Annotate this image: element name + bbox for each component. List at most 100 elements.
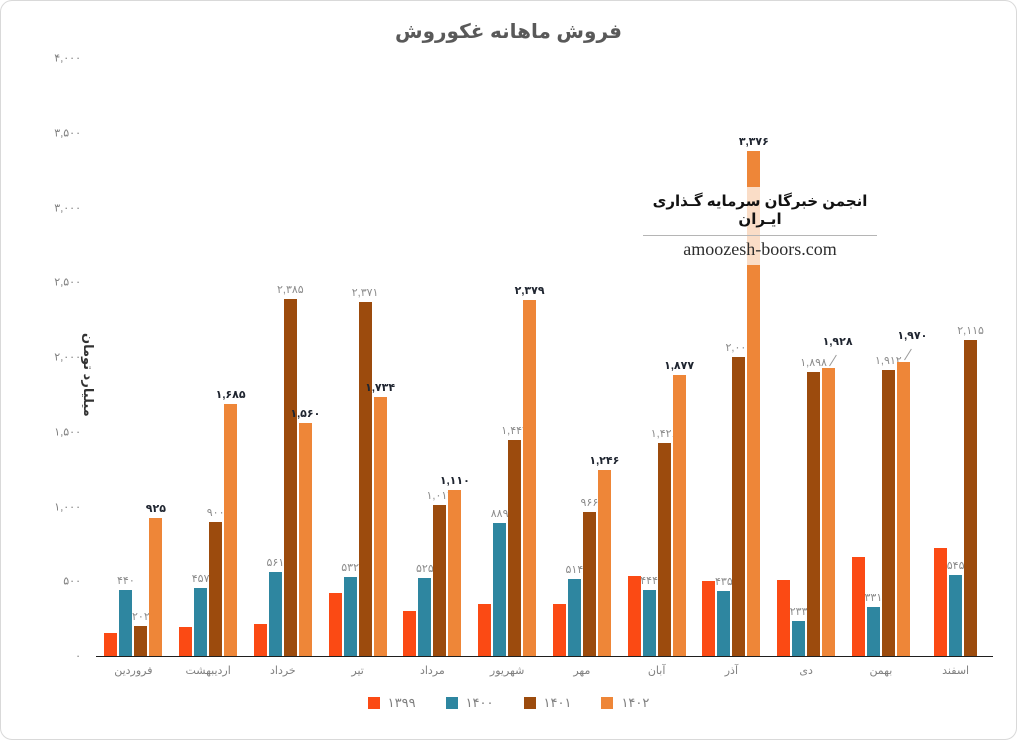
x-axis-label: دی	[799, 665, 813, 677]
x-axis-labels: فروردین اردیبهشت خرداد تیر مرداد شهریور مهر آبا…	[96, 664, 993, 677]
watermark-org-name: انجمن خبرگان سرمایه گـذاری ایـران	[643, 187, 877, 236]
bar-series-۱۳۹۹	[934, 547, 948, 656]
y-axis-tick: ۱,۵۰۰	[54, 426, 81, 439]
x-axis-label: مرداد	[419, 665, 445, 677]
y-axis-tick: ۲,۵۰۰	[54, 276, 81, 289]
bar-series-۱۳۹۹	[627, 576, 641, 656]
bar-value-label: ۹۲۵	[145, 502, 166, 515]
bar-group: ۴۴۴ ۱,۴۲۶ ۱,۸۷۷	[619, 58, 694, 656]
x-axis-label: بهمن	[869, 665, 893, 677]
bar-series-۱۳۹۹	[552, 603, 566, 656]
bar-series-۱۴۰۲: ۱,۹۷۰	[896, 330, 927, 656]
bar-series-۱۴۰۰: ۴۴۴	[640, 575, 658, 656]
watermark-website: amoozesh-boors.com	[643, 236, 877, 265]
bar-group: ۴۴۰ ۲۰۲ ۹۲۵	[96, 58, 171, 656]
bar-series-۱۳۹۹	[777, 579, 791, 656]
bar-value-label: ۹۶۶	[580, 496, 599, 509]
bar-value-label: ۲,۱۱۵	[957, 324, 984, 337]
y-axis-tick: ۲,۰۰۰	[54, 351, 81, 364]
bar-series-۱۴۰۱: ۱,۰۱۳	[427, 490, 453, 656]
x-axis-label: خرداد	[270, 665, 296, 677]
bar-value-label: ۲,۳۷۱	[351, 286, 379, 299]
bar-series-۱۳۹۹	[403, 611, 417, 656]
bar-value-label: ۲۰۲	[132, 610, 150, 623]
bar-value-label: ۴۳۵	[715, 576, 733, 588]
bar-series-۱۴۰۲: ۹۲۵	[146, 503, 166, 656]
bar-series-۱۴۰۱: ۱,۴۲۶	[651, 428, 677, 656]
bar-series-۱۴۰۰: ۵۴۵	[947, 560, 964, 656]
bar-value-label: ۲۳۳	[789, 606, 808, 619]
legend-item: ۱۴۰۰	[445, 695, 494, 711]
bar-group: ۵۴۵ ۲,۱۱۵	[918, 58, 993, 656]
bar-value-label: ۵۳۲	[341, 561, 359, 574]
bar-series-۱۴۰۲: ۱,۱۱۰	[440, 475, 470, 656]
bar-value-label: ۱,۶۸۵	[215, 389, 246, 402]
bar-series-۱۳۹۹	[253, 623, 267, 656]
bar-value-label: ۸۸۹	[490, 508, 509, 521]
bar-value-label: ۲,۳۷۹	[514, 285, 545, 298]
bar-value-label: ۴۴۴	[640, 574, 658, 587]
bar-group: ۴۳۵ ۲,۰۰۰ ۳,۳۷۶	[694, 58, 769, 656]
bar-value-label: ۵۶۱	[266, 557, 285, 570]
legend-item: ۱۴۰۱	[523, 695, 572, 711]
y-axis-tick: ۱,۰۰۰	[54, 501, 81, 513]
bar-series-۱۴۰۰: ۵۶۱	[267, 557, 284, 656]
x-axis-label: آذر	[724, 665, 739, 677]
bar-value-label: ۴۴۰	[117, 575, 135, 588]
legend-item: ۱۴۰۲	[601, 695, 649, 711]
bar-series-۱۴۰۱: ۱,۴۴۲	[501, 425, 528, 656]
bar-group: ۳۳۱ ۱,۹۱۲ ۱,۹۷۰	[844, 58, 927, 656]
x-axis-label: مهر	[573, 665, 591, 677]
bar-series-۱۴۰۰: ۴۳۵	[715, 576, 733, 656]
bar-series-۱۴۰۰: ۲۳۳	[790, 606, 807, 656]
watermark: انجمن خبرگان سرمایه گـذاری ایـران amooze…	[643, 187, 877, 265]
bar-series-۱۴۰۱: ۱,۹۱۲	[875, 355, 902, 656]
bar-series-۱۴۰۲: ۱,۸۷۷	[664, 360, 694, 656]
bar-value-label: ۵۲۵	[416, 562, 434, 575]
bar-group: ۵۳۲ ۲,۳۷۱ ۱,۷۳۴	[320, 58, 395, 656]
bar-value-label: ۲,۰۰۰	[725, 342, 753, 354]
bar-value-label: ۹۰۰	[206, 506, 225, 519]
bar-value-label: ۱,۹۱۲	[875, 355, 902, 368]
bar-group: ۴۵۷ ۹۰۰ ۱,۶۸۵	[171, 58, 246, 656]
bar-group: ۸۸۹ ۱,۴۴۲ ۲,۳۷۹	[470, 58, 545, 656]
bar-value-label: ۴۵۷	[191, 572, 210, 585]
bar-value-label: ۱,۰۱۳	[426, 489, 454, 502]
legend-swatch	[367, 697, 380, 709]
bar-series-۱۳۹۹	[179, 626, 193, 656]
bar-series-۱۴۰۱: ۲,۳۸۵	[277, 284, 304, 656]
bar-series-۱۴۰۱: ۹۶۶	[581, 497, 598, 656]
bar-group: ۵۱۴ ۹۶۶ ۱,۲۴۶	[545, 58, 619, 656]
bar-series-۱۴۰۲: ۱,۲۴۶	[589, 455, 619, 656]
bar-series-۱۳۹۹	[478, 604, 492, 656]
legend: ۱۳۹۹ ۱۴۰۰ ۱۴۰۱ ۱۴۰۲	[1, 695, 1016, 711]
bar-value-label: ۳,۳۷۶	[738, 136, 769, 149]
y-axis-tick: ۳,۰۰۰	[54, 202, 81, 214]
bar-series-۱۴۰۰: ۴۴۰	[117, 575, 135, 656]
bar-series-۱۳۹۹	[702, 581, 716, 656]
y-axis-tick: ۰	[75, 650, 81, 663]
bar-value-label: ۱,۷۳۴	[365, 381, 396, 394]
bar-group: ۵۶۱ ۲,۳۸۵ ۱,۵۶۰	[246, 58, 320, 656]
bar-series-۱۴۰۰: ۳۳۱	[865, 592, 882, 656]
bar-value-label: ۵۱۴	[565, 564, 584, 577]
legend-swatch	[601, 697, 614, 709]
bar-series-۱۴۰۱: ۲,۱۱۵	[957, 325, 984, 656]
bar-series-۱۳۹۹	[104, 632, 118, 656]
bar-value-label: ۱,۴۴۲	[501, 425, 528, 438]
bar-series-۱۳۹۹	[328, 593, 342, 656]
bar-value-label: ۱,۸۹۸	[800, 357, 827, 370]
chart-title: فروش ماهانه غکوروش	[395, 21, 622, 43]
legend-label: ۱۴۰۰	[465, 695, 494, 710]
x-axis-label: آبان	[647, 665, 666, 677]
label-leader-line	[829, 354, 838, 367]
bar-series-۱۴۰۰: ۸۸۹	[491, 508, 508, 656]
bar-series-۱۴۰۰: ۴۵۷	[192, 573, 209, 656]
legend-label: ۱۴۰۱	[543, 695, 572, 710]
legend-label: ۱۴۰۲	[621, 695, 650, 710]
bar-value-label: ۱,۹۲۸	[822, 335, 853, 348]
bar-series-۱۴۰۲: ۱,۹۲۸	[822, 336, 853, 656]
bar-value-label: ۱,۱۱۰	[439, 475, 470, 488]
y-axis-tick: ۵۰۰	[63, 575, 81, 588]
